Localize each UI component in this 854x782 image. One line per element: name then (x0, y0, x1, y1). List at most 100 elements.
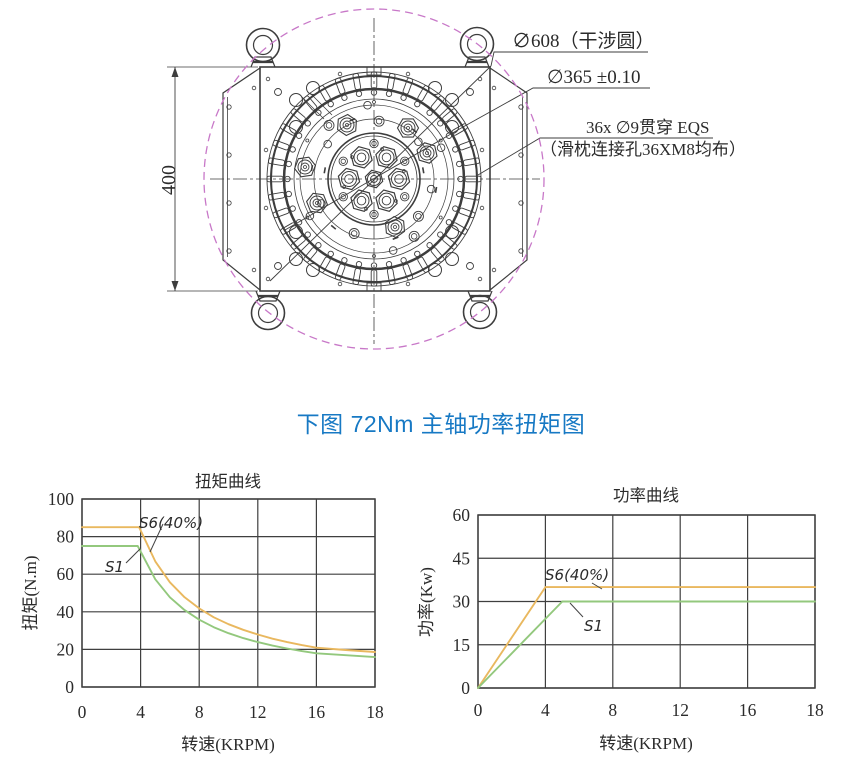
socket-ring (378, 192, 395, 209)
y-tick-label: 60 (57, 564, 75, 584)
curve-s1 (477, 600, 816, 689)
bolt-lug (456, 157, 480, 168)
pin-hole (337, 281, 343, 287)
bolt-lug (456, 190, 480, 201)
callout-leader-d608 (269, 51, 648, 282)
mount-hole (306, 81, 320, 95)
bolt-lug-tab (303, 247, 318, 263)
face-hole (436, 143, 446, 152)
bolt-hole (327, 100, 334, 108)
bolt-lug (303, 95, 322, 116)
curve-label: S1 (105, 558, 124, 576)
bolt-hole (426, 109, 433, 116)
bolt-hole (285, 160, 292, 168)
pin-hole (337, 71, 343, 77)
x-axis-label: 转速(KRPM) (599, 734, 693, 753)
bolt-lug-tab (268, 191, 286, 201)
bolt-lug-tab (268, 157, 286, 167)
bolt-hole (437, 120, 444, 127)
pin-hole (265, 76, 271, 82)
bolt-hole (295, 132, 303, 139)
hex-plug (416, 142, 438, 164)
mount-hole (428, 263, 442, 277)
bolt-hole (400, 94, 407, 101)
bolt-lug-tab (442, 235, 458, 250)
washer (408, 230, 420, 242)
socket-ring (353, 192, 370, 209)
bolt-lug-tab (386, 73, 396, 91)
lifting-eye-bottom-right (462, 290, 498, 330)
callout-holes-line2: （滑枕连接孔36XM8均布） (540, 140, 746, 159)
callout-d608-text: ∅608（干涉圆） (512, 30, 655, 52)
bolt-lug-tab (464, 175, 482, 183)
bolt-lug (334, 77, 348, 101)
bolt-lug (268, 190, 292, 201)
x-tick-label: 4 (136, 702, 145, 722)
hex-plug-bore (312, 198, 322, 208)
washer-bore (375, 118, 383, 125)
bolt-lug-tab (334, 77, 346, 95)
dimension-400: 400 (158, 66, 258, 292)
pin-hole (265, 276, 271, 282)
bolt-lug-tab (370, 71, 378, 89)
hex-plug-dot (406, 126, 410, 130)
socket-hex (375, 146, 398, 169)
face-hole (317, 199, 326, 208)
micro-mark (323, 167, 327, 174)
bolt-lug (385, 261, 396, 285)
curve-s640 (477, 586, 816, 689)
bolt-lug (352, 73, 363, 97)
bolt-lug-tab (370, 269, 378, 287)
washer (412, 210, 424, 222)
bolt-lug (414, 250, 430, 273)
bolt-lug-tab (290, 108, 306, 123)
bolt-lug (426, 242, 445, 263)
micro-mark (310, 164, 314, 172)
micro-mark (421, 167, 425, 174)
callout-holes-line1: 36x ∅9贯穿 EQS (586, 118, 709, 137)
washer-bore (350, 230, 358, 237)
lifting-eye-top-right (459, 26, 495, 68)
micro-mark (392, 236, 399, 240)
bolt-lug-tab (290, 235, 306, 250)
mount-hole (289, 225, 303, 239)
small-plug-bore (402, 194, 408, 200)
curve-label-leader (591, 582, 603, 590)
bolt-lug-tab (430, 247, 445, 263)
bolt-hole (304, 231, 311, 238)
bolt-lug-tab (458, 139, 476, 151)
pin-hole (479, 205, 485, 211)
small-plug (369, 209, 379, 220)
hex-plug-dot (315, 201, 319, 205)
bolt-lug (457, 175, 482, 183)
mount-hole (445, 93, 459, 107)
curve-label: S1 (584, 617, 603, 635)
y-tick-label: 0 (461, 678, 470, 698)
face-hole (363, 101, 372, 110)
face-hole (426, 184, 436, 194)
bolt-hole (370, 262, 378, 269)
pin-hole (263, 147, 269, 153)
small-hole (274, 262, 282, 270)
small-hole (466, 262, 474, 270)
small-plug-bore (340, 158, 346, 164)
plot-border (81, 498, 376, 688)
socket-bore (356, 195, 367, 206)
hex-plug-bore (342, 120, 352, 130)
y-tick-label: 20 (57, 639, 75, 659)
socket-hex (350, 146, 373, 169)
bolt-lug-tab (334, 263, 346, 281)
y-tick-label: 15 (453, 635, 471, 655)
mount-hole (289, 93, 303, 107)
x-tick-label: 18 (366, 702, 384, 722)
callout-leader-holes (477, 137, 713, 176)
cluster-dot (364, 207, 368, 211)
chart-title: 扭矩曲线 (195, 472, 261, 491)
bolt-hole (452, 205, 459, 212)
cluster-dot (350, 155, 354, 159)
socket-hex (387, 167, 411, 191)
hex-plug-bore (403, 123, 413, 133)
bolt-lug (437, 108, 458, 127)
small-hole (274, 88, 282, 96)
